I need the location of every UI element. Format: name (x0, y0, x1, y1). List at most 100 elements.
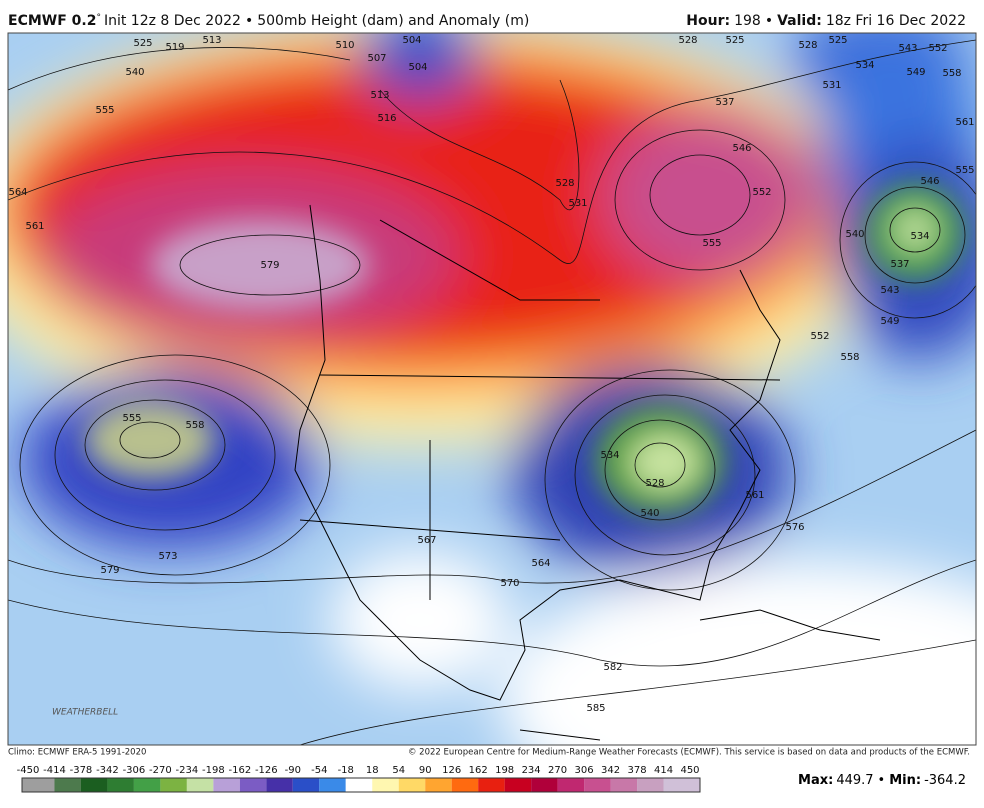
colorbar-segment (663, 778, 700, 792)
colorbar-segment (80, 778, 108, 792)
model: ECMWF 0.2 (8, 13, 96, 29)
max-label: Max: (798, 773, 833, 788)
contour-label: 528 (555, 178, 574, 189)
contour-labels: 525 519 513 510 507 504 504 540 555 564 561 579 513 5… (8, 35, 974, 714)
colorbar-segment (186, 778, 214, 792)
contour-label: 585 (586, 703, 605, 714)
colorbar-tick-label: -378 (70, 765, 93, 776)
separator: • (765, 13, 773, 29)
contour-label: 528 (678, 35, 697, 46)
colorbar-tick-label: -342 (96, 765, 119, 776)
contour-label: 540 (640, 508, 659, 519)
header-title: ECMWF 0.2° Init 12z 8 Dec 2022 • 500mb Heig… (8, 13, 529, 30)
climo-note: Climo: ECMWF ERA-5 1991-2020 (8, 748, 146, 758)
contour-label: 513 (202, 35, 221, 46)
colorbar-segment (213, 778, 240, 792)
valid: 18z Fri 16 Dec 2022 (826, 13, 966, 29)
contour-label: 579 (100, 565, 119, 576)
coastlines (294, 204, 881, 741)
contour-label: 528 (645, 478, 664, 489)
colorbar-segment (398, 778, 426, 792)
anomaly-cores (85, 182, 965, 515)
colorbar-tick-label: -450 (17, 765, 40, 776)
contour-label: 570 (500, 578, 519, 589)
colorbar-segment (478, 778, 505, 792)
contour-label: 561 (745, 490, 764, 501)
contour-label: 537 (890, 259, 909, 270)
contour-label: 528 (798, 40, 817, 51)
header-valid: Hour: 198 • Valid: 18z Fri 16 Dec 2022 (686, 13, 966, 29)
contour-label: 564 (8, 187, 27, 198)
colorbar-tick-label: -414 (43, 765, 66, 776)
colorbar-segment (584, 778, 611, 792)
colorbar-segment (292, 778, 320, 792)
colorbar-tick-label: 90 (419, 765, 432, 776)
colorbar-segment (425, 778, 452, 792)
degree: ° (96, 13, 101, 23)
contour-label: 552 (810, 331, 829, 342)
colorbar: -450 -414 -378 -342 -306 -270 -234 -198 -162 -126… (17, 765, 701, 793)
min-value: -364.2 (924, 773, 966, 788)
contour-label: 555 (95, 105, 114, 116)
contour-label: 525 (725, 35, 744, 46)
contour-label: 561 (955, 117, 974, 128)
colorbar-tick-label: -198 (202, 765, 225, 776)
contour-label: 504 (408, 62, 427, 73)
contour-label: 579 (260, 260, 279, 271)
colorbar-tick-label: 342 (601, 765, 620, 776)
contour-label: 555 (122, 413, 141, 424)
height-contours (8, 39, 976, 745)
contour-label: 534 (910, 231, 929, 242)
colorbar-tick-label: 18 (366, 765, 379, 776)
logo: WEATHERBELL (52, 708, 118, 718)
contour-label: 507 (367, 53, 386, 64)
contour-label: 546 (732, 143, 751, 154)
contour-label: 519 (165, 42, 184, 53)
colorbar-segment (372, 778, 399, 792)
contour-label: 513 (370, 90, 389, 101)
contour-label: 552 (752, 187, 771, 198)
valid-label: Valid: (777, 13, 822, 29)
contour-label: 531 (822, 80, 841, 91)
colorbar-tick-label: 270 (548, 765, 567, 776)
max-min: Max: 449.7 • Min: -364.2 (798, 773, 966, 788)
contour-label: 564 (531, 558, 550, 569)
colorbar-tick-label: 414 (654, 765, 673, 776)
colorbar-tick-label: 54 (392, 765, 405, 776)
contour-label: 567 (417, 535, 436, 546)
colorbar-segment (637, 778, 664, 792)
anomaly-field (8, 33, 976, 745)
colorbar-tick-label: -18 (338, 765, 354, 776)
hour: 198 (734, 13, 761, 29)
colorbar-segment (239, 778, 267, 792)
colorbar-tick-label: -54 (311, 765, 327, 776)
colorbar-frame (21, 777, 701, 793)
colorbar-segment (266, 778, 293, 792)
colorbar-segment (345, 778, 373, 792)
colorbar-tick-label: 198 (495, 765, 514, 776)
contour-label: 540 (845, 229, 864, 240)
contour-label: 552 (928, 43, 947, 54)
colorbar-segment (557, 778, 585, 792)
contour-label: 558 (840, 352, 859, 363)
contour-label: 549 (880, 316, 899, 327)
colorbar-tick-label: -306 (123, 765, 146, 776)
colorbar-segment (451, 778, 479, 792)
contour-label: 558 (185, 420, 204, 431)
colorbar-tick-label: 162 (469, 765, 488, 776)
contour-label: 543 (880, 285, 899, 296)
contour-label: 534 (600, 450, 619, 461)
contour-label: 546 (920, 176, 939, 187)
contour-label: 561 (25, 221, 44, 232)
colorbar-tick-label: 234 (522, 765, 541, 776)
colorbar-tick-label: 450 (680, 765, 699, 776)
contour-label: 534 (855, 60, 874, 71)
colorbar-tick-label: 306 (575, 765, 594, 776)
colorbar-tick-label: -162 (228, 765, 251, 776)
product: 500mb Height (dam) and Anomaly (m) (257, 13, 529, 29)
contour-label: 540 (125, 67, 144, 78)
init: Init 12z 8 Dec 2022 (104, 13, 241, 29)
contour-label: 543 (898, 43, 917, 54)
contour-label: 573 (158, 551, 177, 562)
